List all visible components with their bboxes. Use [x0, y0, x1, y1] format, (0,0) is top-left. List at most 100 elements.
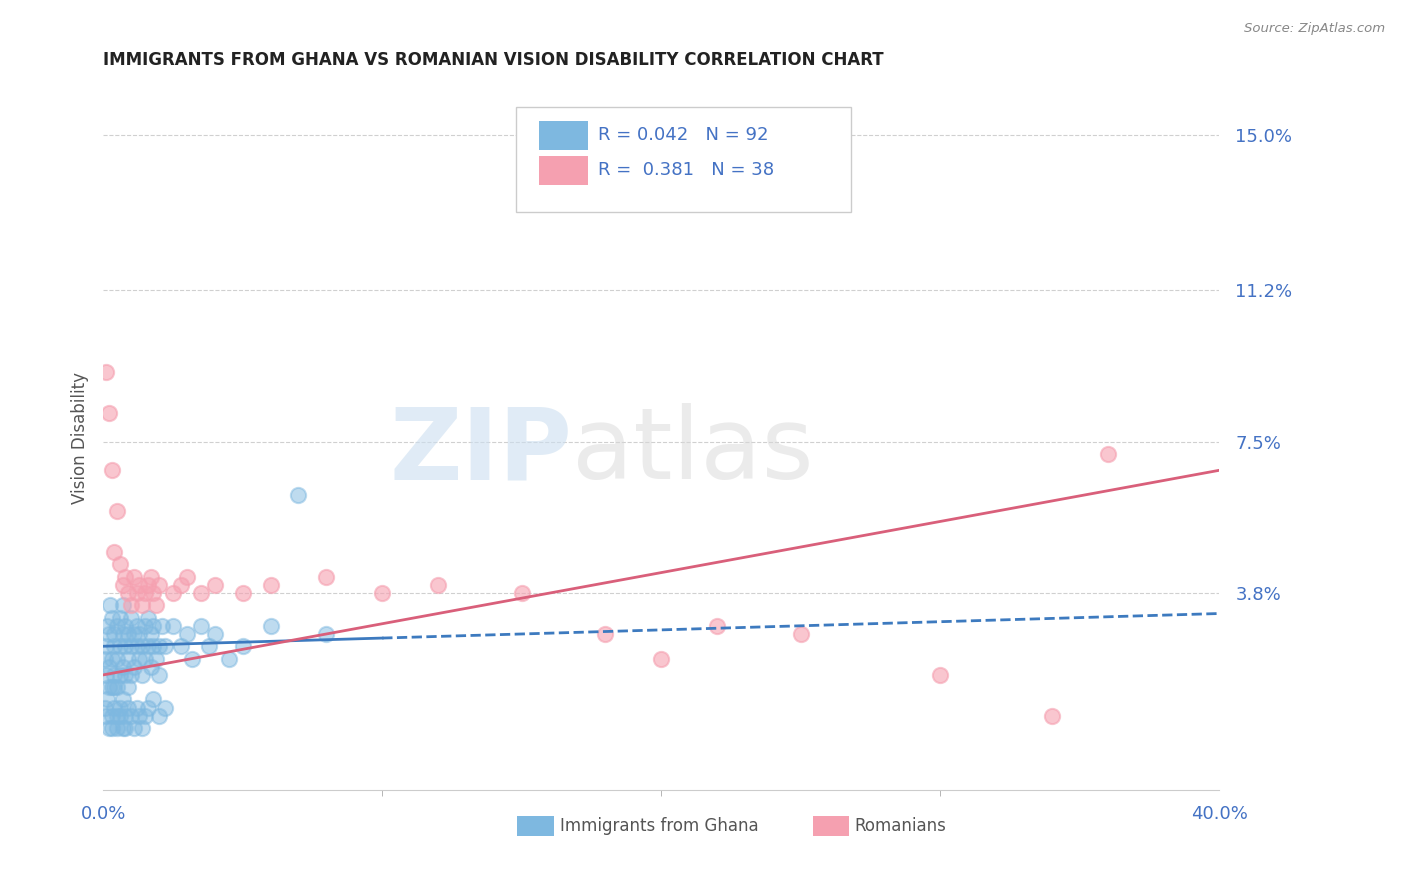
Point [142, 692, 165, 706]
Point [259, 578, 281, 592]
Point [120, 639, 142, 653]
Point [125, 700, 148, 714]
Point [108, 668, 131, 682]
Point [108, 709, 131, 723]
Text: R =  0.381   N = 38: R = 0.381 N = 38 [598, 161, 773, 179]
Point [94, 668, 117, 682]
Point [134, 709, 156, 723]
Point [131, 721, 153, 735]
Point [139, 659, 162, 673]
Point [97, 627, 120, 641]
Point [595, 627, 617, 641]
Point [103, 668, 125, 682]
Y-axis label: Vision Disability: Vision Disability [72, 371, 89, 503]
Point [650, 651, 672, 665]
Point [139, 627, 162, 641]
Point [97, 659, 120, 673]
Point [120, 599, 142, 613]
Point [162, 619, 184, 633]
Point [427, 578, 450, 592]
Point [105, 651, 128, 665]
Point [371, 586, 394, 600]
Point [218, 651, 240, 665]
Text: R = 0.042   N = 92: R = 0.042 N = 92 [598, 126, 768, 144]
Point [128, 709, 150, 723]
Point [162, 586, 184, 600]
Point [97, 406, 120, 420]
Point [929, 668, 952, 682]
Point [100, 709, 122, 723]
Point [108, 639, 131, 653]
Point [190, 619, 212, 633]
Point [204, 627, 226, 641]
Point [94, 709, 117, 723]
Point [136, 578, 159, 592]
Point [176, 627, 198, 641]
FancyBboxPatch shape [538, 156, 588, 186]
Point [114, 619, 136, 633]
Point [259, 619, 281, 633]
Point [117, 627, 139, 641]
Point [148, 709, 170, 723]
Point [142, 586, 165, 600]
Point [139, 569, 162, 583]
Point [111, 599, 134, 613]
Point [100, 610, 122, 624]
Point [108, 610, 131, 624]
Point [97, 680, 120, 694]
Point [114, 569, 136, 583]
Point [122, 721, 145, 735]
Text: Source: ZipAtlas.com: Source: ZipAtlas.com [1244, 22, 1385, 36]
Point [120, 709, 142, 723]
Point [128, 651, 150, 665]
Point [117, 700, 139, 714]
Point [315, 569, 337, 583]
Point [181, 651, 204, 665]
Point [114, 721, 136, 735]
Point [120, 668, 142, 682]
Point [136, 639, 159, 653]
Point [100, 680, 122, 694]
Point [134, 619, 156, 633]
Point [145, 599, 167, 613]
FancyBboxPatch shape [538, 120, 588, 150]
FancyBboxPatch shape [516, 107, 851, 212]
Text: Romanians: Romanians [855, 817, 946, 835]
Point [100, 721, 122, 735]
Point [122, 659, 145, 673]
Point [108, 700, 131, 714]
Point [117, 680, 139, 694]
Point [136, 700, 159, 714]
Text: ZIP: ZIP [389, 403, 572, 500]
Point [111, 659, 134, 673]
Point [134, 586, 156, 600]
Point [131, 639, 153, 653]
Point [190, 586, 212, 600]
Point [148, 639, 170, 653]
Point [125, 639, 148, 653]
Point [114, 639, 136, 653]
Point [111, 692, 134, 706]
Point [198, 639, 221, 653]
Point [1097, 447, 1119, 461]
Point [128, 578, 150, 592]
Point [98, 599, 121, 613]
Point [93, 700, 115, 714]
Point [131, 599, 153, 613]
Point [117, 586, 139, 600]
Point [790, 627, 813, 641]
Point [93, 651, 115, 665]
Point [103, 545, 125, 559]
Point [1040, 709, 1063, 723]
Point [111, 721, 134, 735]
Text: atlas: atlas [572, 403, 814, 500]
Point [232, 586, 254, 600]
Point [122, 627, 145, 641]
Point [105, 680, 128, 694]
Point [94, 365, 117, 379]
Point [134, 651, 156, 665]
Point [170, 578, 193, 592]
Point [150, 619, 173, 633]
Point [315, 627, 337, 641]
Point [153, 700, 176, 714]
